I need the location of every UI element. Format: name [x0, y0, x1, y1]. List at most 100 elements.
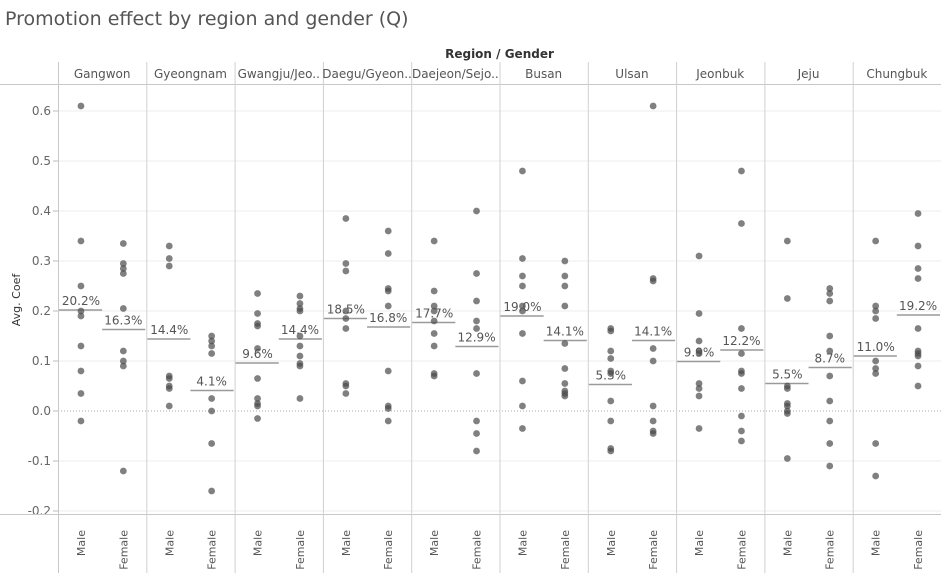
data-point — [649, 102, 657, 110]
average-label: 14.4% — [281, 323, 319, 337]
data-point — [254, 345, 261, 352]
data-point — [165, 242, 173, 250]
data-point — [342, 215, 350, 222]
data-point — [119, 467, 127, 475]
data-point — [738, 325, 745, 332]
data-point — [430, 372, 438, 380]
data-point — [77, 367, 85, 375]
average-label: 16.3% — [104, 314, 142, 328]
data-point — [872, 302, 880, 310]
data-point — [165, 375, 173, 382]
gender-label: Male — [75, 530, 88, 556]
data-point — [695, 392, 703, 400]
data-point — [826, 332, 834, 340]
data-point — [519, 302, 526, 310]
data-point — [254, 310, 261, 317]
y-tick-label: 0.5 — [32, 154, 51, 168]
data-point — [561, 302, 569, 310]
data-point — [254, 375, 261, 382]
data-point — [738, 220, 745, 227]
data-point — [607, 447, 615, 455]
y-tick-label: 0.0 — [32, 404, 51, 418]
gender-label: Female — [559, 530, 572, 570]
average-label: 12.9% — [457, 331, 495, 345]
region-header-chungbuk: Chungbuk — [866, 67, 927, 81]
average-label: 5.3% — [596, 369, 627, 383]
average-label: 16.8% — [369, 311, 407, 325]
y-tick-label: 0.6 — [32, 104, 51, 118]
data-point — [826, 347, 834, 355]
data-point — [342, 307, 350, 315]
data-point — [914, 210, 922, 217]
column-header-title: Region / Gender — [445, 47, 554, 61]
average-label: 18.5% — [327, 303, 365, 317]
region-header-jeju: Jeju — [797, 67, 820, 81]
data-point — [649, 277, 657, 285]
data-point — [430, 287, 438, 295]
data-point — [519, 272, 526, 280]
data-point — [826, 397, 834, 405]
data-point — [783, 385, 791, 392]
average-label: 19.2% — [899, 299, 937, 313]
data-point — [738, 427, 745, 435]
data-point — [738, 385, 745, 392]
data-point — [561, 272, 569, 280]
data-point — [208, 395, 216, 402]
data-point — [872, 440, 880, 447]
data-point — [519, 402, 526, 410]
data-point — [473, 297, 480, 305]
region-header-gwangju-jeo-: Gwangju/Jeo.. — [238, 67, 320, 81]
data-point — [296, 307, 304, 315]
data-point — [738, 350, 745, 357]
data-point — [384, 302, 392, 310]
data-point — [208, 487, 216, 495]
data-point — [165, 402, 173, 410]
data-point — [473, 317, 480, 325]
data-point — [254, 395, 261, 402]
y-tick-label: 0.4 — [32, 204, 51, 218]
data-point — [342, 267, 350, 275]
average-label: 14.1% — [546, 325, 584, 339]
data-point — [473, 430, 480, 437]
data-point — [77, 102, 85, 110]
region-header-gangwon: Gangwon — [74, 67, 131, 81]
data-point — [872, 315, 880, 322]
data-point — [872, 357, 880, 365]
data-point — [254, 415, 261, 422]
data-point — [296, 292, 304, 300]
region-header-daegu-gyeon-: Daegu/Gyeon.. — [322, 67, 412, 81]
data-point — [914, 265, 922, 272]
data-point — [519, 330, 526, 337]
data-point — [254, 290, 261, 297]
data-point — [296, 362, 304, 370]
data-point — [119, 270, 127, 277]
data-point — [914, 325, 922, 332]
data-point — [561, 340, 569, 347]
average-label: 19.0% — [503, 300, 541, 314]
gender-label: Female — [294, 530, 307, 570]
data-point — [473, 325, 480, 332]
data-point — [914, 242, 922, 250]
data-point — [296, 352, 304, 360]
data-point — [77, 342, 85, 350]
average-label: 14.1% — [634, 325, 672, 339]
gender-label: Male — [693, 530, 706, 556]
data-point — [430, 342, 438, 350]
data-point — [430, 317, 438, 325]
data-point — [77, 417, 85, 425]
average-label: 14.4% — [150, 323, 188, 337]
data-point — [165, 255, 173, 262]
data-point — [607, 370, 615, 377]
data-point — [561, 365, 569, 372]
data-point — [384, 227, 392, 235]
gender-label: Male — [516, 530, 529, 556]
data-point — [826, 290, 834, 297]
data-point — [208, 407, 216, 415]
data-point — [296, 395, 304, 402]
gender-label: Male — [252, 530, 265, 556]
average-label: 9.6% — [242, 347, 273, 361]
data-point — [607, 397, 615, 405]
data-point — [826, 462, 834, 470]
data-point — [473, 270, 480, 277]
gender-label: Female — [912, 530, 925, 570]
